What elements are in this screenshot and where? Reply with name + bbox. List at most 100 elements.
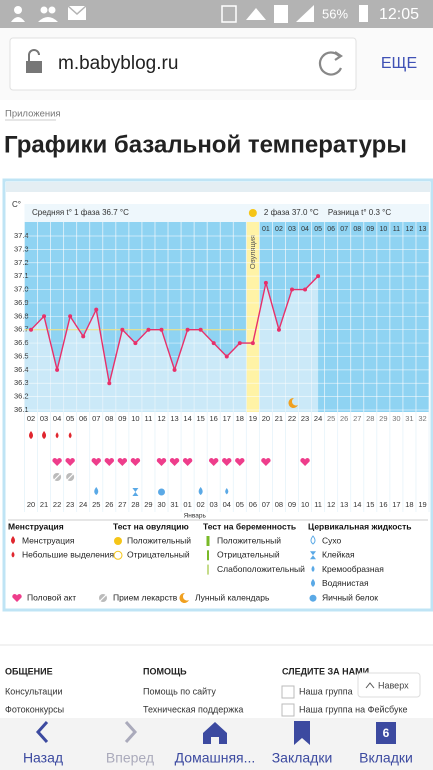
- day-label: 12: [157, 414, 165, 423]
- temperature-point: [263, 280, 268, 285]
- temperature-point: [94, 307, 99, 312]
- day-label: 29: [379, 414, 387, 423]
- up-icon: [365, 682, 375, 689]
- day-label: 05: [66, 414, 74, 423]
- intercourse-mark: [182, 458, 193, 466]
- url: m.babyblog.ru: [58, 53, 178, 74]
- legend-item: Менструация: [22, 535, 75, 545]
- wifi-icon: [246, 8, 266, 20]
- date-label: 02: [196, 500, 204, 509]
- temperature-point: [276, 327, 281, 332]
- day-label: 22: [288, 414, 296, 423]
- date-label: 10: [301, 500, 309, 509]
- legend-item: Яичный белок: [322, 592, 378, 602]
- nav-button[interactable]: Назад: [23, 750, 63, 766]
- day-label: 20: [262, 414, 270, 423]
- medication-mark: [66, 473, 74, 481]
- day-label: 26: [340, 414, 348, 423]
- breadcrumb[interactable]: Приложения: [5, 109, 61, 120]
- url-field[interactable]: [9, 37, 357, 91]
- menstruation-mark: [29, 431, 33, 439]
- footer-link[interactable]: Консультации: [5, 686, 63, 696]
- status-icon: [40, 6, 48, 14]
- temperature-point: [198, 327, 203, 332]
- legend-item: Отрицательный: [127, 550, 190, 560]
- nav-button[interactable]: Домашняя...: [175, 750, 256, 766]
- temperature-point: [237, 341, 242, 346]
- date-label: 09: [288, 500, 296, 509]
- nav-button[interactable]: Закладки: [272, 750, 333, 766]
- intercourse-mark: [169, 458, 180, 466]
- temperature-point: [172, 367, 177, 372]
- date-label: 24: [79, 500, 87, 509]
- phase2-day: 03: [288, 226, 296, 233]
- nav-button[interactable]: Вкладки: [359, 750, 413, 766]
- spotting-mark: [55, 432, 59, 439]
- date-label: 17: [392, 500, 400, 509]
- phase2-day: 06: [327, 226, 335, 233]
- date-label: 21: [40, 500, 48, 509]
- status-icon: [48, 6, 56, 14]
- battery-icon: [359, 5, 368, 22]
- day-label: 31: [405, 414, 413, 423]
- day-label: 02: [27, 414, 35, 423]
- cervical-mark: [158, 488, 165, 496]
- lock-icon: [28, 49, 40, 61]
- legend-group-title: Менструация: [8, 521, 64, 531]
- day-label: 17: [223, 414, 231, 423]
- footer-link[interactable]: Техническая поддержка: [143, 704, 243, 714]
- footer-link[interactable]: Наша группа на Фейсбуке: [299, 704, 408, 714]
- day-label: 21: [275, 414, 283, 423]
- day-label: 09: [118, 414, 126, 423]
- day-label: 03: [40, 414, 48, 423]
- date-label: 13: [340, 500, 348, 509]
- legend-icon: [114, 537, 122, 545]
- phase2-day: 07: [340, 226, 348, 233]
- phase2-day: 02: [275, 226, 283, 233]
- phase-summary: 2 фаза 37.0 °C: [264, 208, 319, 217]
- legend-item: Положительный: [217, 535, 281, 545]
- legend-icon: [99, 594, 107, 602]
- month-label: Январь: [184, 513, 207, 520]
- page-title: Графики базальной температуры: [4, 131, 407, 158]
- status-icon: [67, 5, 87, 16]
- day-label: 11: [145, 414, 153, 423]
- day-label: 16: [210, 414, 218, 423]
- legend-group-title: Тест на овуляцию: [113, 521, 189, 531]
- date-label: 12: [327, 500, 335, 509]
- menu-button[interactable]: ЕЩЕ: [381, 55, 417, 72]
- reload-button[interactable]: [318, 51, 343, 76]
- signal-icon: [296, 5, 314, 22]
- summary-part: °C: [120, 208, 129, 217]
- day-label: 06: [79, 414, 87, 423]
- footer-heading: ОБЩЕНИЕ: [5, 666, 53, 676]
- date-label: 27: [118, 500, 126, 509]
- summary-part: °C: [382, 208, 391, 217]
- temperature-point: [120, 327, 125, 332]
- day-label: 28: [366, 414, 374, 423]
- chart: С°Средняя t° 1 фаза 36.7 °C 2 фаза 37.0 °…: [8, 200, 430, 603]
- day-label: 25: [327, 414, 335, 423]
- temperature-point: [81, 334, 86, 339]
- footer-heading: ПОМОЩЬ: [143, 666, 187, 676]
- temperature-point: [250, 341, 255, 346]
- footer-link[interactable]: Фотоконкурсы: [5, 704, 64, 714]
- day-label: 08: [105, 414, 113, 423]
- social-icon: [281, 685, 295, 699]
- date-label: 26: [105, 500, 113, 509]
- moon-icon: [288, 397, 298, 408]
- legend-icon: [207, 550, 209, 561]
- intercourse-mark: [235, 458, 245, 466]
- legend-icon: [311, 565, 315, 572]
- legend-item: Водянистая: [322, 578, 369, 588]
- nav-button[interactable]: Вперед: [106, 750, 154, 766]
- date-label: 19: [418, 500, 426, 509]
- footer-link[interactable]: Помощь по сайту: [143, 686, 216, 696]
- medication-mark: [53, 473, 61, 481]
- intercourse-mark: [117, 458, 128, 466]
- footer-link[interactable]: Наша группа: [299, 686, 353, 696]
- date-label: 25: [92, 500, 100, 509]
- legend-icon: [12, 594, 22, 602]
- back-to-top[interactable]: [357, 672, 421, 698]
